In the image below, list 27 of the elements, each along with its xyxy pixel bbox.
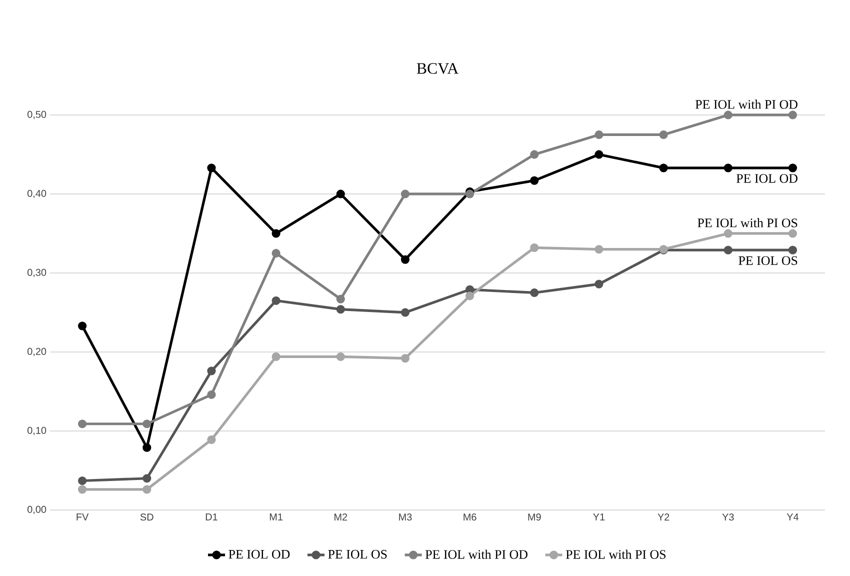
annotation: PE IOL with PI OD <box>695 100 798 109</box>
x-tick-label: D1 <box>206 514 218 520</box>
legend-label: PE IOL OD <box>228 550 290 559</box>
y-tick-label: 0,40 <box>27 190 46 198</box>
x-tick-label: M1 <box>270 514 282 520</box>
x-tick-label: M2 <box>334 514 348 520</box>
annotation: PE IOL with PI OS <box>698 218 798 228</box>
x-tick-label: Y2 <box>658 514 670 520</box>
x-tick-label: M6 <box>464 514 476 521</box>
chart-title: BCVA <box>416 63 459 74</box>
x-tick-label: Y1 <box>593 514 605 520</box>
x-tick-label: M9 <box>528 514 541 521</box>
x-tick-label: Y4 <box>786 514 799 520</box>
annotation: PE IOL OS <box>738 256 798 265</box>
x-tick-label: FV <box>76 514 89 520</box>
legend-label: PE IOL with PI OD <box>425 550 528 559</box>
x-tick-label: M3 <box>399 514 412 521</box>
y-tick-label: 0,50 <box>27 110 46 120</box>
y-tick-label: 0,00 <box>27 506 46 514</box>
y-tick-label: 0,20 <box>27 348 46 356</box>
y-tick-label: 0,10 <box>27 426 46 436</box>
x-tick-label: SD <box>140 514 154 521</box>
legend-label: PE IOL OS <box>328 550 387 559</box>
y-tick-label: 0,30 <box>27 268 46 278</box>
x-tick-label: Y3 <box>722 514 734 521</box>
legend-label: PE IOL with PI OS <box>566 550 666 559</box>
annotation: PE IOL OD <box>736 174 798 183</box>
